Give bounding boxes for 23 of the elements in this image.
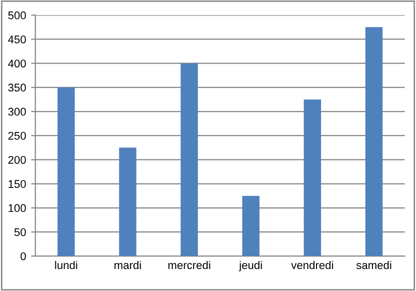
x-tick-label: vendredi: [291, 260, 333, 270]
bar: [180, 63, 198, 256]
y-tick-label: 250: [8, 132, 26, 140]
y-tick-label: 200: [8, 156, 26, 164]
y-tick-label: 100: [8, 204, 26, 212]
bar: [365, 27, 383, 256]
y-tick-label: 50: [14, 228, 26, 236]
y-tick-label: 350: [8, 84, 26, 92]
x-tick-label: mardi: [114, 260, 141, 270]
bar: [304, 99, 322, 256]
x-tick-label: lundi: [55, 260, 78, 270]
y-tick-label: 450: [8, 35, 26, 44]
bar: [58, 87, 75, 256]
y-tick-label: 300: [8, 108, 26, 116]
y-tick-label: 400: [8, 60, 26, 68]
x-tick-label: samedi: [356, 260, 392, 270]
y-tick-label: 0: [20, 252, 26, 260]
y-tick-label: 500: [8, 11, 26, 20]
x-tick-label: jeudi: [238, 260, 262, 272]
x-tick-label: mercredi: [168, 260, 210, 270]
y-tick-label: 150: [8, 180, 26, 188]
bar: [119, 148, 136, 256]
bar: [242, 196, 260, 256]
